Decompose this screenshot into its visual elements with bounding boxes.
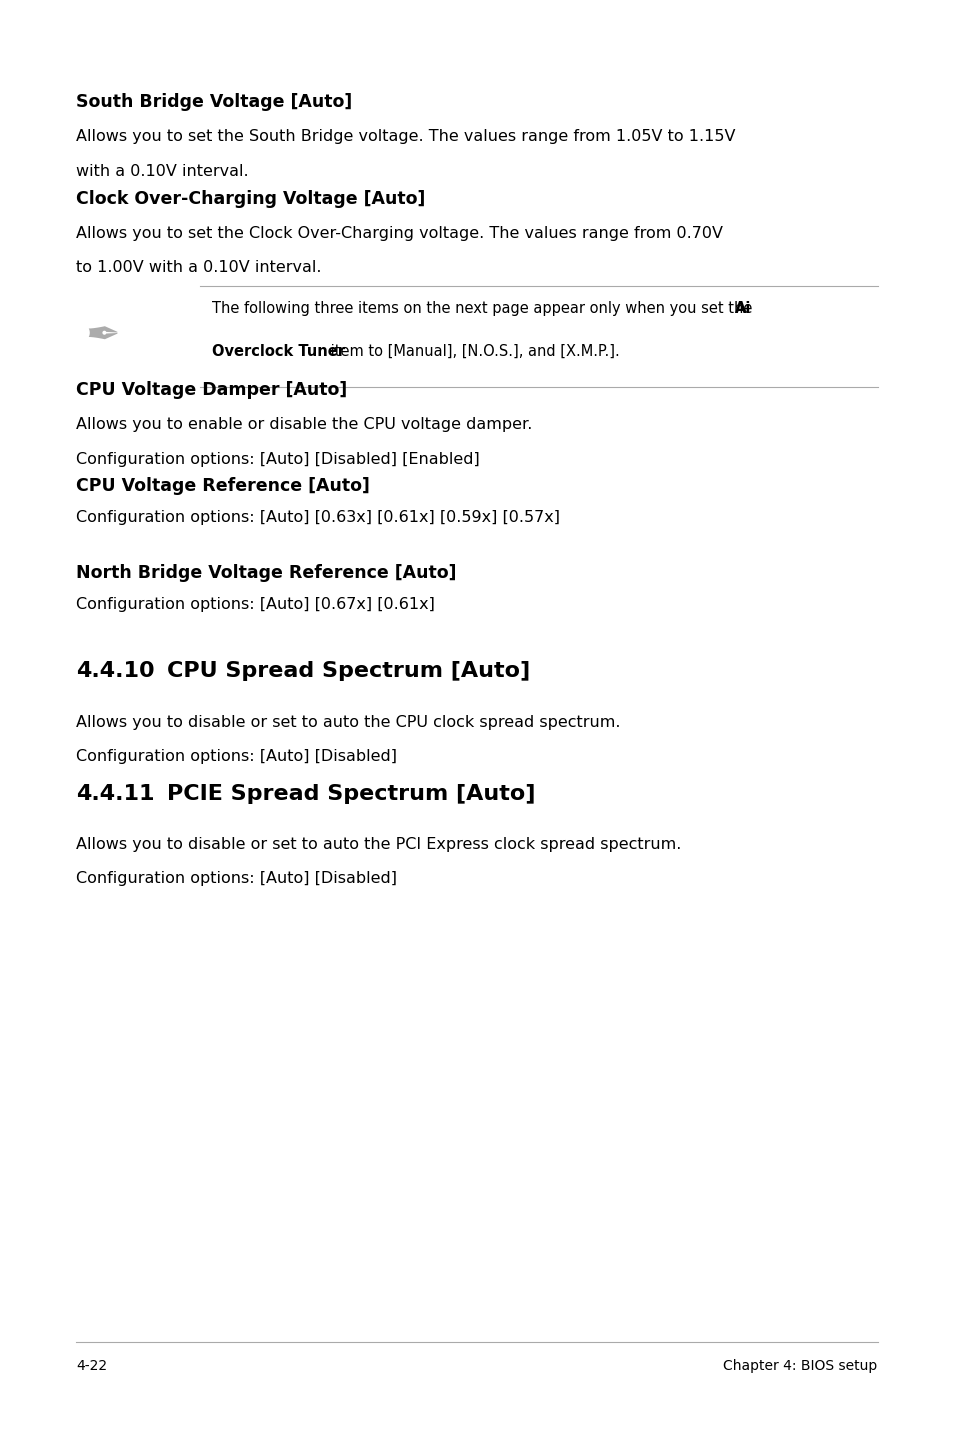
Text: Ai: Ai	[734, 301, 750, 315]
Text: Configuration options: [Auto] [Disabled]: Configuration options: [Auto] [Disabled]	[76, 749, 396, 764]
Text: CPU Spread Spectrum [Auto]: CPU Spread Spectrum [Auto]	[167, 661, 530, 682]
Text: Chapter 4: BIOS setup: Chapter 4: BIOS setup	[722, 1359, 877, 1373]
Text: The following three items on the next page appear only when you set the: The following three items on the next pa…	[212, 301, 756, 315]
Text: item to [Manual], [N.O.S.], and [X.M.P.].: item to [Manual], [N.O.S.], and [X.M.P.]…	[326, 344, 619, 358]
Text: South Bridge Voltage [Auto]: South Bridge Voltage [Auto]	[76, 93, 353, 112]
Text: Clock Over-Charging Voltage [Auto]: Clock Over-Charging Voltage [Auto]	[76, 190, 425, 209]
Text: ✒: ✒	[86, 315, 120, 358]
Text: to 1.00V with a 0.10V interval.: to 1.00V with a 0.10V interval.	[76, 260, 321, 275]
Text: Configuration options: [Auto] [Disabled] [Enabled]: Configuration options: [Auto] [Disabled]…	[76, 452, 479, 466]
Text: Configuration options: [Auto] [Disabled]: Configuration options: [Auto] [Disabled]	[76, 871, 396, 886]
Text: Allows you to set the Clock Over-Charging voltage. The values range from 0.70V: Allows you to set the Clock Over-Chargin…	[76, 226, 722, 240]
Text: 4-22: 4-22	[76, 1359, 108, 1373]
Text: Allows you to disable or set to auto the CPU clock spread spectrum.: Allows you to disable or set to auto the…	[76, 715, 620, 729]
Text: with a 0.10V interval.: with a 0.10V interval.	[76, 164, 249, 178]
Text: Configuration options: [Auto] [0.67x] [0.61x]: Configuration options: [Auto] [0.67x] [0…	[76, 597, 435, 611]
Text: North Bridge Voltage Reference [Auto]: North Bridge Voltage Reference [Auto]	[76, 564, 456, 582]
Text: Allows you to enable or disable the CPU voltage damper.: Allows you to enable or disable the CPU …	[76, 417, 532, 431]
Text: CPU Voltage Damper [Auto]: CPU Voltage Damper [Auto]	[76, 381, 347, 400]
Text: 4.4.11: 4.4.11	[76, 784, 154, 804]
Text: Allows you to set the South Bridge voltage. The values range from 1.05V to 1.15V: Allows you to set the South Bridge volta…	[76, 129, 735, 144]
Text: PCIE Spread Spectrum [Auto]: PCIE Spread Spectrum [Auto]	[167, 784, 535, 804]
Text: Configuration options: [Auto] [0.63x] [0.61x] [0.59x] [0.57x]: Configuration options: [Auto] [0.63x] [0…	[76, 510, 559, 525]
Text: Allows you to disable or set to auto the PCI Express clock spread spectrum.: Allows you to disable or set to auto the…	[76, 837, 681, 851]
Text: 4.4.10: 4.4.10	[76, 661, 154, 682]
Text: CPU Voltage Reference [Auto]: CPU Voltage Reference [Auto]	[76, 477, 370, 496]
Text: Overclock Tuner: Overclock Tuner	[212, 344, 344, 358]
